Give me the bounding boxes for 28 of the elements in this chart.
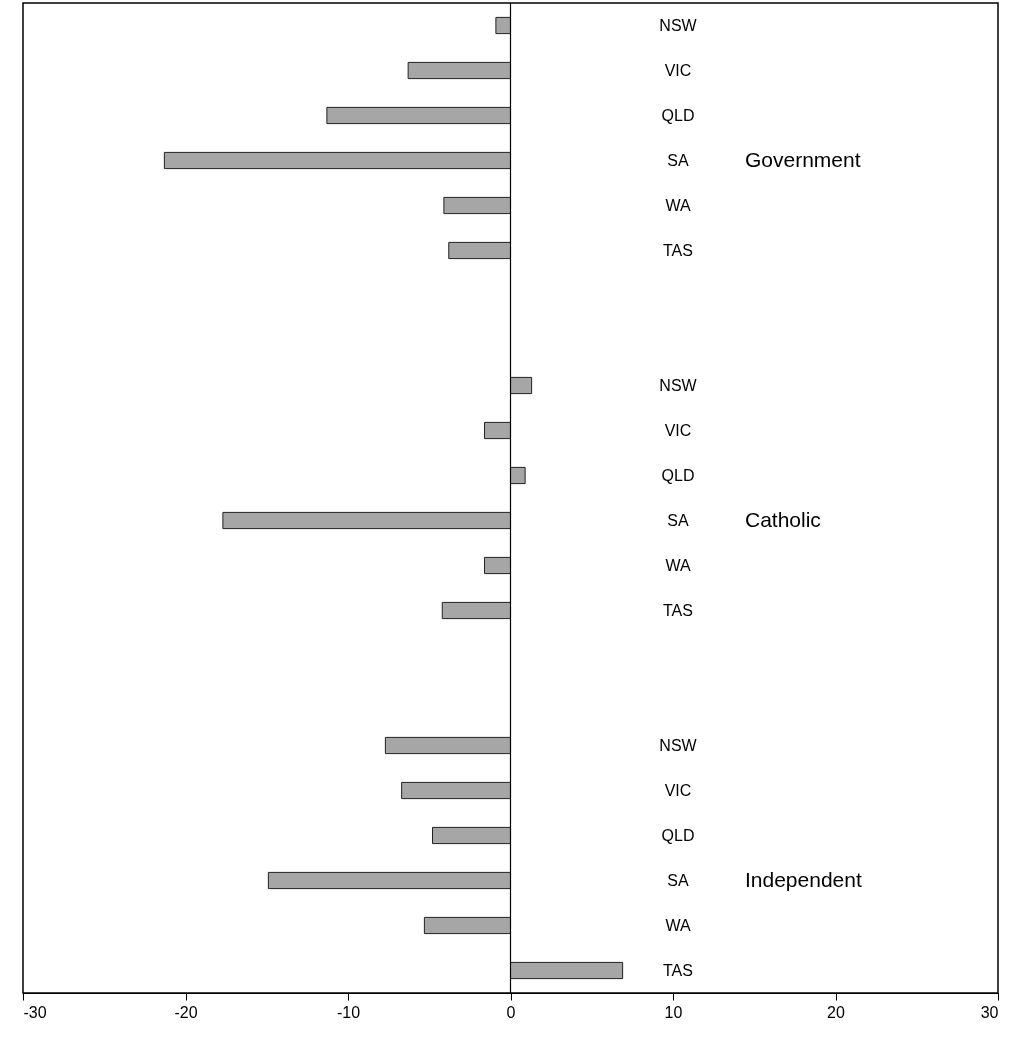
y-tick-label: QLD — [661, 106, 695, 124]
x-tick-label: 0 — [506, 1003, 516, 1021]
y-tick-label: NSW — [659, 376, 698, 394]
x-tick-label: -30 — [23, 1003, 47, 1021]
x-tick-label: 20 — [827, 1003, 845, 1021]
x-tick-label: 10 — [664, 1003, 683, 1021]
x-tick-label: -20 — [174, 1003, 198, 1021]
y-tick-label: WA — [665, 916, 691, 934]
annotation: Catholic — [745, 507, 821, 531]
y-tick-label: WA — [665, 556, 691, 574]
y-tick-label: VIC — [664, 781, 692, 799]
y-tick-label: SA — [667, 871, 689, 889]
y-tick-label: SA — [667, 511, 689, 529]
y-tick-label: SA — [667, 151, 689, 169]
annotation: Government — [745, 147, 861, 171]
y-tick-label: NSW — [659, 736, 698, 754]
y-tick-label: TAS — [663, 241, 693, 259]
annotation: Independent — [745, 867, 862, 891]
y-tick-label: WA — [665, 196, 691, 214]
y-tick-label: QLD — [661, 826, 695, 844]
y-tick-label: VIC — [664, 421, 692, 439]
y-tick-label: QLD — [661, 466, 695, 484]
y-tick-label: TAS — [663, 601, 693, 619]
y-tick-label: VIC — [664, 61, 692, 79]
y-tick-label: NSW — [659, 16, 698, 34]
x-tick-label: 30 — [980, 1003, 999, 1021]
y-tick-label: TAS — [663, 961, 693, 979]
x-tick-label: -10 — [336, 1003, 361, 1021]
